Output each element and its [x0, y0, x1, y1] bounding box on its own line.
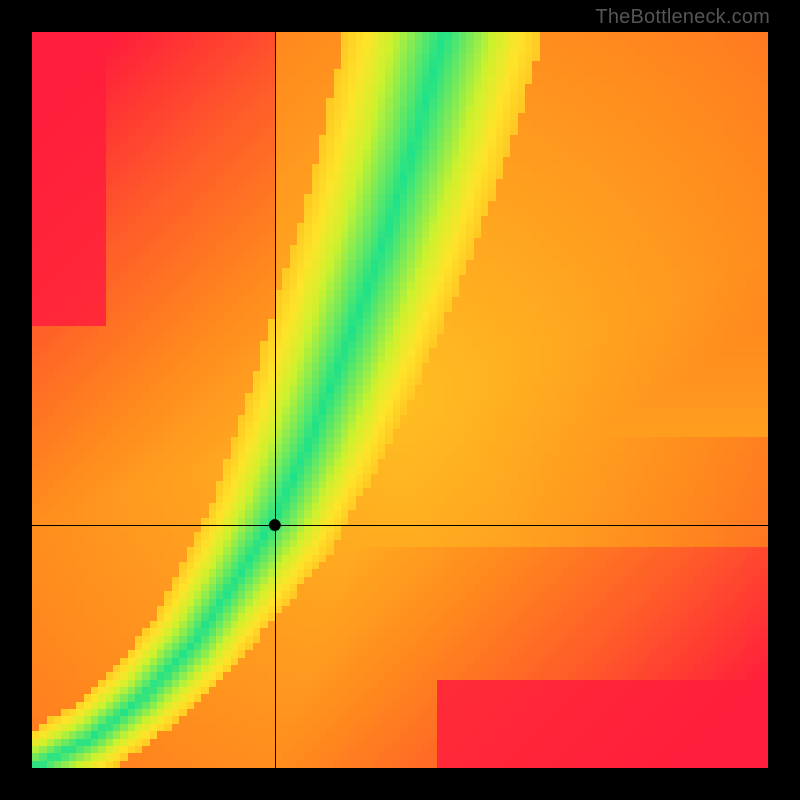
watermark-label: TheBottleneck.com [595, 6, 770, 29]
heatmap-canvas [0, 0, 800, 800]
chart-container: TheBottleneck.com [0, 0, 800, 800]
